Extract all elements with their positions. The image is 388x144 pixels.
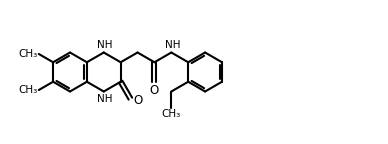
Text: CH₃: CH₃: [162, 109, 181, 119]
Text: NH: NH: [97, 93, 113, 104]
Text: NH: NH: [97, 40, 113, 51]
Text: CH₃: CH₃: [19, 49, 38, 59]
Text: NH: NH: [165, 40, 180, 51]
Text: CH₃: CH₃: [19, 85, 38, 95]
Text: O: O: [133, 94, 143, 107]
Text: O: O: [150, 84, 159, 97]
